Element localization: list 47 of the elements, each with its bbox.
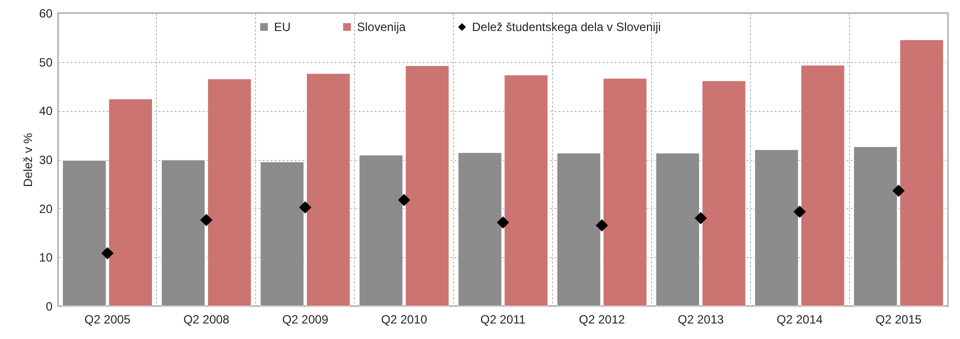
point — [299, 201, 312, 214]
x-tick-label: Q2 2015 — [876, 312, 922, 326]
bar — [62, 160, 106, 306]
point — [794, 206, 806, 218]
x-tick-label: Q2 2008 — [183, 312, 230, 326]
x-tick-label: Q2 2014 — [776, 312, 824, 326]
bar — [800, 65, 845, 306]
y-tick-label: 60 — [39, 6, 53, 20]
bar — [405, 65, 450, 306]
point — [694, 212, 707, 224]
point — [200, 214, 212, 226]
bar — [556, 152, 601, 306]
x-tick-label: Q2 2010 — [381, 312, 428, 326]
x-tick-label: Q2 2009 — [282, 312, 329, 326]
bar — [900, 40, 944, 306]
bar — [504, 74, 548, 306]
x-tick-label: Q2 2005 — [84, 312, 131, 326]
point — [496, 216, 510, 229]
x-tick-label: Q2 2012 — [578, 312, 626, 326]
y-tick-label: 20 — [39, 202, 53, 216]
y-axis-title: Delež v % — [21, 132, 36, 188]
y-tick-label: 0 — [46, 300, 53, 314]
x-tick-label: Q2 2011 — [480, 312, 526, 326]
legend-label: Slovenija — [357, 20, 406, 34]
bar — [754, 149, 799, 306]
bar — [108, 98, 153, 306]
legend-label: EU — [274, 20, 291, 34]
point — [398, 194, 410, 206]
point — [892, 184, 905, 197]
bar — [359, 154, 403, 306]
point — [596, 219, 608, 232]
bar — [603, 78, 647, 306]
bar — [656, 152, 700, 306]
y-tick-label: 50 — [39, 55, 53, 70]
bar — [702, 80, 746, 306]
y-tick-label: 10 — [39, 250, 53, 265]
bar — [458, 152, 502, 306]
bar — [853, 146, 898, 306]
point — [101, 247, 114, 260]
legend-label: Delež študentskega dela v Sloveniji — [472, 20, 661, 34]
y-tick-label: 30 — [39, 153, 53, 167]
bar — [260, 162, 304, 306]
bar — [161, 160, 206, 306]
y-tick-label: 40 — [39, 104, 53, 118]
bar — [306, 73, 350, 306]
bar — [207, 78, 252, 306]
x-tick-label: Q2 2013 — [678, 312, 724, 326]
